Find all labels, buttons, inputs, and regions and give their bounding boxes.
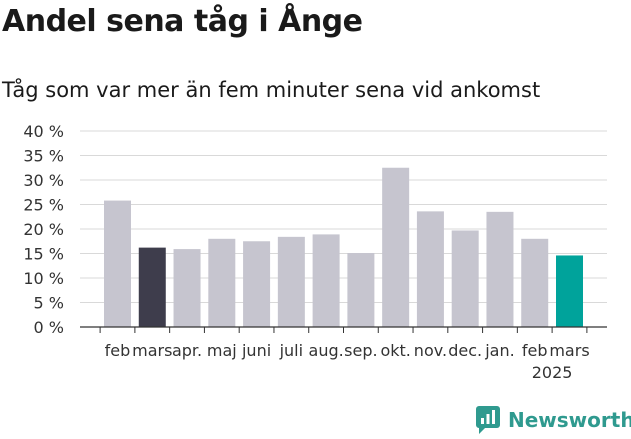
bar [138, 247, 166, 327]
x-axis [80, 326, 607, 333]
x-tick-label: feb [105, 341, 131, 360]
y-tick-label: 10 % [23, 269, 64, 288]
x-tick-label: jan. [484, 341, 514, 360]
y-tick-label: 20 % [23, 220, 64, 239]
newsworthy-logo-icon [476, 406, 500, 434]
bar [486, 211, 514, 327]
x-tick-label: juli [279, 341, 303, 360]
bar [173, 249, 201, 327]
y-tick-labels: 0 % 5 % 10 % 15 % 20 % 25 % 30 % 35 % 40 % [23, 122, 64, 337]
grid-lines [80, 130, 607, 303]
bar [347, 253, 375, 327]
bar [451, 230, 479, 327]
x-tick-label: nov. [414, 341, 447, 360]
bar [312, 234, 340, 327]
x-tick-label: dec. [448, 341, 482, 360]
x-tick-labels: feb mars apr. maj juni juli aug. sep. okt. nov. de… [105, 341, 590, 382]
brand-name: Newsworthy [508, 408, 631, 432]
y-tick-label: 5 % [34, 294, 64, 313]
bar-chart: 0 %5 %10 %15 %20 %25 %30 %35 %40 % feb ma… [23, 122, 607, 382]
x-tick-label: feb [522, 341, 548, 360]
y-tick-label: 25 % [23, 196, 64, 215]
bar [208, 238, 236, 327]
x-tick-label: juni [241, 341, 271, 360]
x-tick-label: apr. [172, 341, 202, 360]
bar [521, 238, 549, 327]
bar [277, 236, 305, 327]
x-tick-label: mars [549, 341, 589, 360]
y-tick-label: 15 % [23, 245, 64, 264]
x-tick-label: sep. [344, 341, 377, 360]
y-tick-label: 35 % [23, 147, 64, 166]
bars [104, 167, 583, 327]
x-tick-label: mars [132, 341, 172, 360]
y-tick-label: 30 % [23, 171, 64, 190]
bar [382, 167, 410, 327]
chart-subtitle: Tåg som var mer än fem minuter sena vid … [2, 78, 541, 102]
y-tick-label: 0 % [34, 318, 64, 337]
x-tick-label: maj [207, 341, 237, 360]
bar [416, 211, 444, 327]
bar [104, 200, 131, 327]
x-tick-label: okt. [380, 341, 410, 360]
chart-title: Andel sena tåg i Ånge [2, 4, 363, 39]
brand-logo: Newsworthy [476, 406, 631, 434]
year-label: 2025 [532, 363, 573, 382]
bar [556, 255, 583, 327]
x-tick-label: aug. [309, 341, 344, 360]
bar [243, 241, 271, 327]
y-tick-label: 40 % [23, 122, 64, 141]
